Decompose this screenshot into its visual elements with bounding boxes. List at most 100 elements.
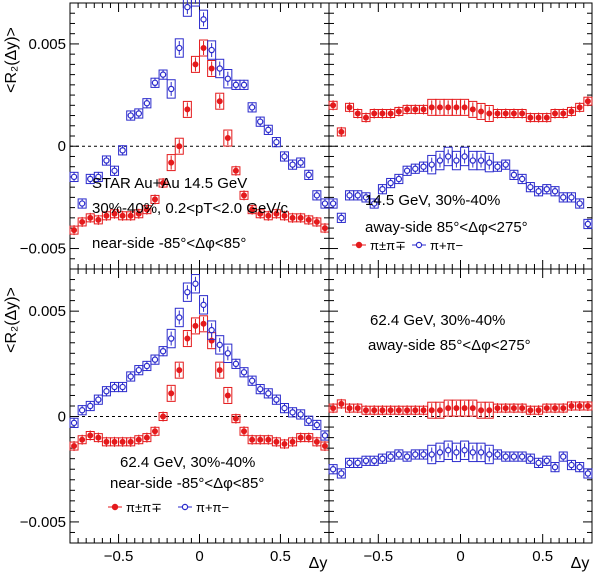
marker bbox=[127, 212, 134, 219]
data-point bbox=[150, 354, 160, 365]
marker bbox=[420, 407, 427, 414]
marker bbox=[216, 98, 223, 105]
x-tick-label: −0.5 bbox=[104, 548, 134, 565]
marker bbox=[119, 438, 126, 445]
marker bbox=[184, 3, 191, 11]
marker bbox=[232, 415, 239, 422]
data-point bbox=[320, 430, 330, 441]
marker bbox=[103, 157, 110, 164]
marker bbox=[127, 438, 134, 445]
data-point bbox=[215, 335, 225, 355]
sys-box bbox=[174, 137, 184, 155]
marker bbox=[151, 196, 158, 203]
data-point bbox=[174, 137, 184, 155]
marker bbox=[87, 402, 94, 410]
marker bbox=[224, 75, 232, 82]
annotation-text: 14.5 GeV, 30%-40% bbox=[365, 192, 500, 209]
y-tick-label: 0.005 bbox=[28, 303, 66, 320]
data-point bbox=[231, 79, 241, 90]
data-point bbox=[550, 403, 560, 414]
data-point bbox=[361, 112, 371, 123]
marker bbox=[461, 447, 468, 454]
data-point bbox=[583, 96, 593, 107]
data-point bbox=[263, 434, 273, 445]
data-point bbox=[85, 430, 95, 441]
data-point bbox=[410, 104, 420, 115]
marker bbox=[224, 350, 232, 357]
x-axis-label-right: Δy bbox=[571, 555, 590, 572]
marker bbox=[249, 206, 256, 213]
data-point bbox=[345, 102, 355, 113]
marker bbox=[354, 405, 361, 412]
marker bbox=[135, 436, 142, 443]
marker bbox=[321, 200, 329, 207]
data-point bbox=[419, 104, 429, 115]
data-point bbox=[207, 40, 217, 60]
data-point bbox=[550, 462, 560, 473]
data-point bbox=[110, 165, 120, 176]
data-point bbox=[583, 218, 593, 230]
marker bbox=[543, 114, 550, 121]
x-tick-label: 0 bbox=[195, 548, 203, 565]
data-point bbox=[443, 399, 453, 417]
data-point bbox=[460, 440, 470, 460]
data-point bbox=[118, 210, 128, 221]
data-point bbox=[386, 108, 396, 119]
data-point bbox=[101, 436, 111, 447]
data-point bbox=[126, 210, 136, 221]
data-point bbox=[118, 145, 128, 156]
data-point bbox=[476, 401, 486, 419]
marker bbox=[95, 434, 102, 441]
sys-box bbox=[166, 328, 176, 349]
marker bbox=[552, 110, 559, 117]
data-point bbox=[484, 444, 494, 465]
data-point bbox=[345, 403, 355, 414]
marker bbox=[543, 457, 550, 464]
marker bbox=[478, 407, 485, 414]
sys-box bbox=[182, 330, 192, 348]
marker bbox=[519, 405, 526, 412]
marker bbox=[477, 449, 485, 456]
data-point bbox=[435, 401, 445, 419]
marker bbox=[338, 128, 345, 135]
data-point bbox=[460, 399, 470, 417]
marker bbox=[494, 163, 501, 170]
marker bbox=[167, 85, 175, 93]
marker bbox=[535, 459, 542, 467]
marker bbox=[176, 367, 183, 374]
data-point bbox=[419, 449, 429, 460]
marker bbox=[412, 106, 419, 113]
data-point bbox=[435, 442, 445, 463]
data-point bbox=[419, 405, 429, 416]
marker bbox=[527, 114, 534, 121]
marker bbox=[551, 188, 559, 195]
data-point bbox=[85, 212, 95, 223]
sys-box bbox=[223, 386, 233, 404]
marker bbox=[289, 161, 296, 168]
data-point bbox=[239, 367, 249, 378]
data-point bbox=[215, 361, 225, 379]
annotation-text: 62.4 GeV, 30%-40% bbox=[120, 454, 255, 471]
marker bbox=[330, 405, 337, 412]
marker bbox=[313, 218, 320, 225]
data-point bbox=[328, 464, 338, 475]
marker bbox=[297, 214, 304, 221]
data-point bbox=[501, 108, 511, 119]
annotation-text: near-side -85°<Δφ<85° bbox=[92, 235, 246, 252]
data-point bbox=[190, 274, 200, 294]
marker bbox=[568, 461, 575, 469]
marker bbox=[159, 348, 167, 355]
data-point bbox=[77, 434, 87, 445]
data-point bbox=[126, 436, 136, 447]
data-point bbox=[279, 438, 289, 449]
marker bbox=[486, 407, 493, 414]
data-point bbox=[386, 177, 396, 189]
data-point bbox=[279, 403, 289, 414]
marker bbox=[371, 407, 378, 414]
data-point bbox=[427, 98, 437, 116]
marker bbox=[265, 436, 272, 443]
marker bbox=[71, 227, 78, 234]
sys-box bbox=[215, 58, 225, 79]
sys-box bbox=[190, 0, 200, 7]
marker bbox=[265, 126, 272, 134]
